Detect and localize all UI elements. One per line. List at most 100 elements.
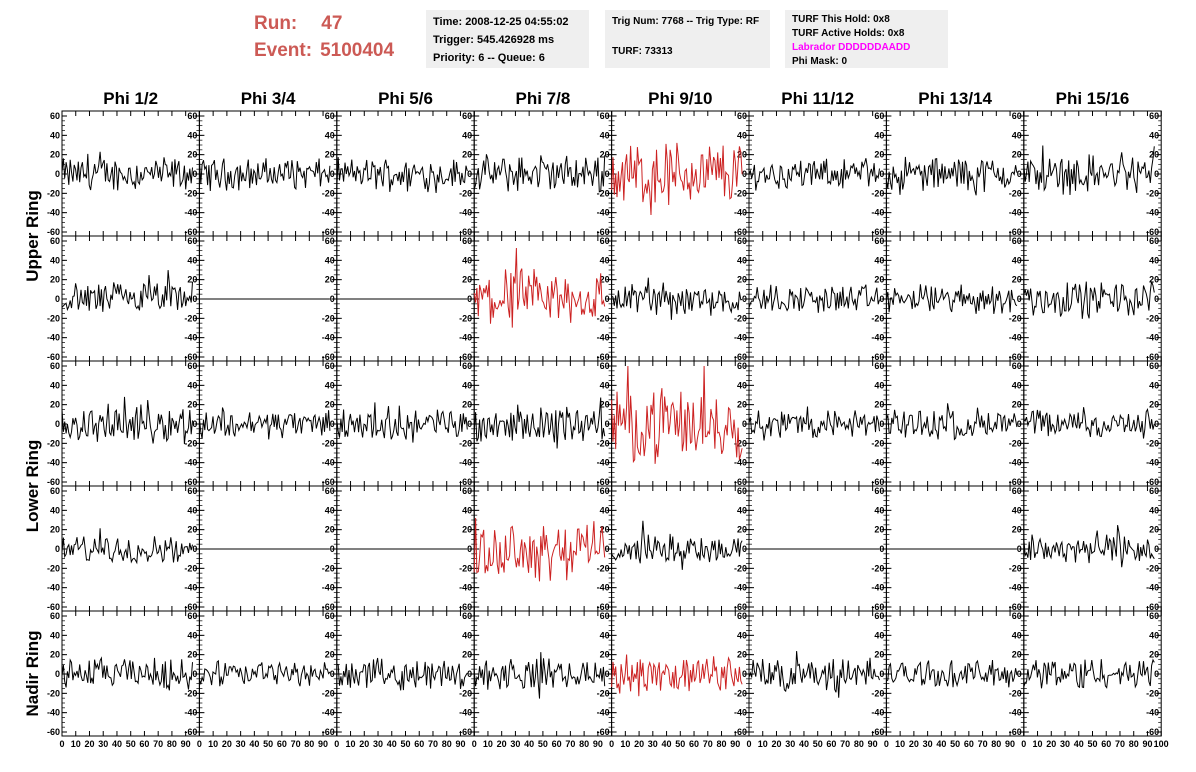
x-tick-label: 30 [923, 739, 933, 749]
waveform-trace [61, 396, 193, 445]
x-tick-label: 20 [909, 739, 919, 749]
y-tick-label: -20 [871, 313, 884, 323]
panel-frame [61, 485, 200, 612]
y-tick-label: 60 [600, 111, 610, 121]
y-tick-label: 0 [467, 294, 472, 304]
y-tick-label: -60 [1146, 477, 1159, 487]
x-tick-label: 70 [978, 739, 988, 749]
y-tick-label: -20 [459, 688, 472, 698]
y-tick-label: -20 [322, 188, 335, 198]
y-tick-label: -40 [1009, 583, 1022, 593]
x-tick-label: 10 [483, 739, 493, 749]
y-tick-label: 0 [192, 669, 197, 679]
y-tick-label: 0 [605, 419, 610, 429]
ring-title: Nadir Ring [23, 631, 42, 717]
y-tick-label: -40 [734, 333, 747, 343]
y-tick-label: -20 [1009, 438, 1022, 448]
x-tick-label: 10 [346, 739, 356, 749]
y-tick-label: 60 [325, 611, 335, 621]
waveform-trace [473, 247, 606, 328]
x-tick-label: 80 [717, 739, 727, 749]
x-tick-label: 60 [414, 739, 424, 749]
y-tick-label: -20 [1009, 563, 1022, 573]
y-tick-label: 20 [187, 150, 197, 160]
y-tick-label: -60 [734, 727, 747, 737]
y-tick-label: 60 [50, 486, 60, 496]
y-tick-label: 40 [737, 130, 747, 140]
trigger-text: Trigger: 545.426928 ms [433, 34, 555, 46]
y-tick-label: -60 [47, 227, 60, 237]
x-tick-label: 20 [771, 739, 781, 749]
y-tick-label: 0 [742, 544, 747, 554]
y-tick-label: -60 [597, 602, 610, 612]
y-tick-label: 40 [187, 380, 197, 390]
y-tick-label: 0 [55, 669, 60, 679]
x-tick-label: 100 [1154, 739, 1169, 749]
y-tick-label: 60 [1149, 111, 1159, 121]
y-tick-label: -40 [322, 708, 335, 718]
y-tick-label: 60 [737, 111, 747, 121]
y-tick-label: 20 [325, 275, 335, 285]
y-tick-label: -40 [184, 333, 197, 343]
y-tick-label: 60 [50, 111, 60, 121]
waveform-trace [611, 654, 743, 697]
y-tick-label: -40 [1146, 708, 1159, 718]
y-tick-label: -20 [871, 688, 884, 698]
y-tick-label: 40 [325, 505, 335, 515]
x-tick-label: 0 [472, 739, 477, 749]
y-tick-label: -20 [734, 313, 747, 323]
y-tick-label: 0 [330, 669, 335, 679]
x-tick-label: 80 [167, 739, 177, 749]
y-tick-label: 20 [1149, 275, 1159, 285]
y-tick-label: 0 [192, 544, 197, 554]
y-tick-label: -60 [47, 727, 60, 737]
y-tick-label: -40 [871, 458, 884, 468]
y-tick-label: -40 [184, 208, 197, 218]
y-tick-label: 40 [1012, 380, 1022, 390]
x-tick-label: 50 [263, 739, 273, 749]
y-tick-label: 60 [462, 361, 472, 371]
x-tick-label: 20 [222, 739, 232, 749]
x-tick-label: 20 [497, 739, 507, 749]
y-tick-label: -40 [322, 333, 335, 343]
y-tick-label: -60 [322, 477, 335, 487]
y-tick-label: -20 [184, 563, 197, 573]
y-tick-label: -20 [184, 438, 197, 448]
y-tick-label: -40 [734, 208, 747, 218]
x-tick-label: 10 [71, 739, 81, 749]
y-tick-label: -40 [871, 708, 884, 718]
y-tick-label: -60 [1146, 602, 1159, 612]
x-tick-label: 90 [868, 739, 878, 749]
y-tick-label: 60 [600, 611, 610, 621]
x-tick-label: 60 [1101, 739, 1111, 749]
y-tick-label: -60 [1009, 477, 1022, 487]
y-tick-label: -60 [459, 477, 472, 487]
waveform-trace [336, 657, 468, 691]
y-tick-label: -20 [734, 188, 747, 198]
y-tick-label: -40 [184, 708, 197, 718]
waveform-trace [611, 520, 743, 570]
y-tick-label: 0 [1017, 294, 1022, 304]
waveform-trace [1023, 145, 1155, 196]
y-tick-label: 20 [737, 150, 747, 160]
x-tick-label: 50 [675, 739, 685, 749]
x-tick-label: 30 [510, 739, 520, 749]
y-tick-label: -40 [459, 708, 472, 718]
y-tick-label: -20 [47, 188, 60, 198]
y-tick-label: -40 [322, 208, 335, 218]
x-tick-label: 0 [334, 739, 339, 749]
x-tick-label: 80 [1129, 739, 1139, 749]
waveform-trace [336, 402, 468, 443]
y-tick-label: -20 [322, 438, 335, 448]
y-tick-label: 60 [600, 236, 610, 246]
y-tick-label: -20 [734, 688, 747, 698]
y-tick-label: 20 [50, 400, 60, 410]
x-tick-label: 60 [277, 739, 287, 749]
y-tick-label: 60 [50, 236, 60, 246]
y-tick-label: -20 [184, 188, 197, 198]
y-tick-label: -60 [1146, 227, 1159, 237]
y-tick-label: 0 [1154, 669, 1159, 679]
y-tick-label: 40 [187, 630, 197, 640]
y-tick-label: 0 [330, 419, 335, 429]
y-tick-label: -40 [459, 583, 472, 593]
